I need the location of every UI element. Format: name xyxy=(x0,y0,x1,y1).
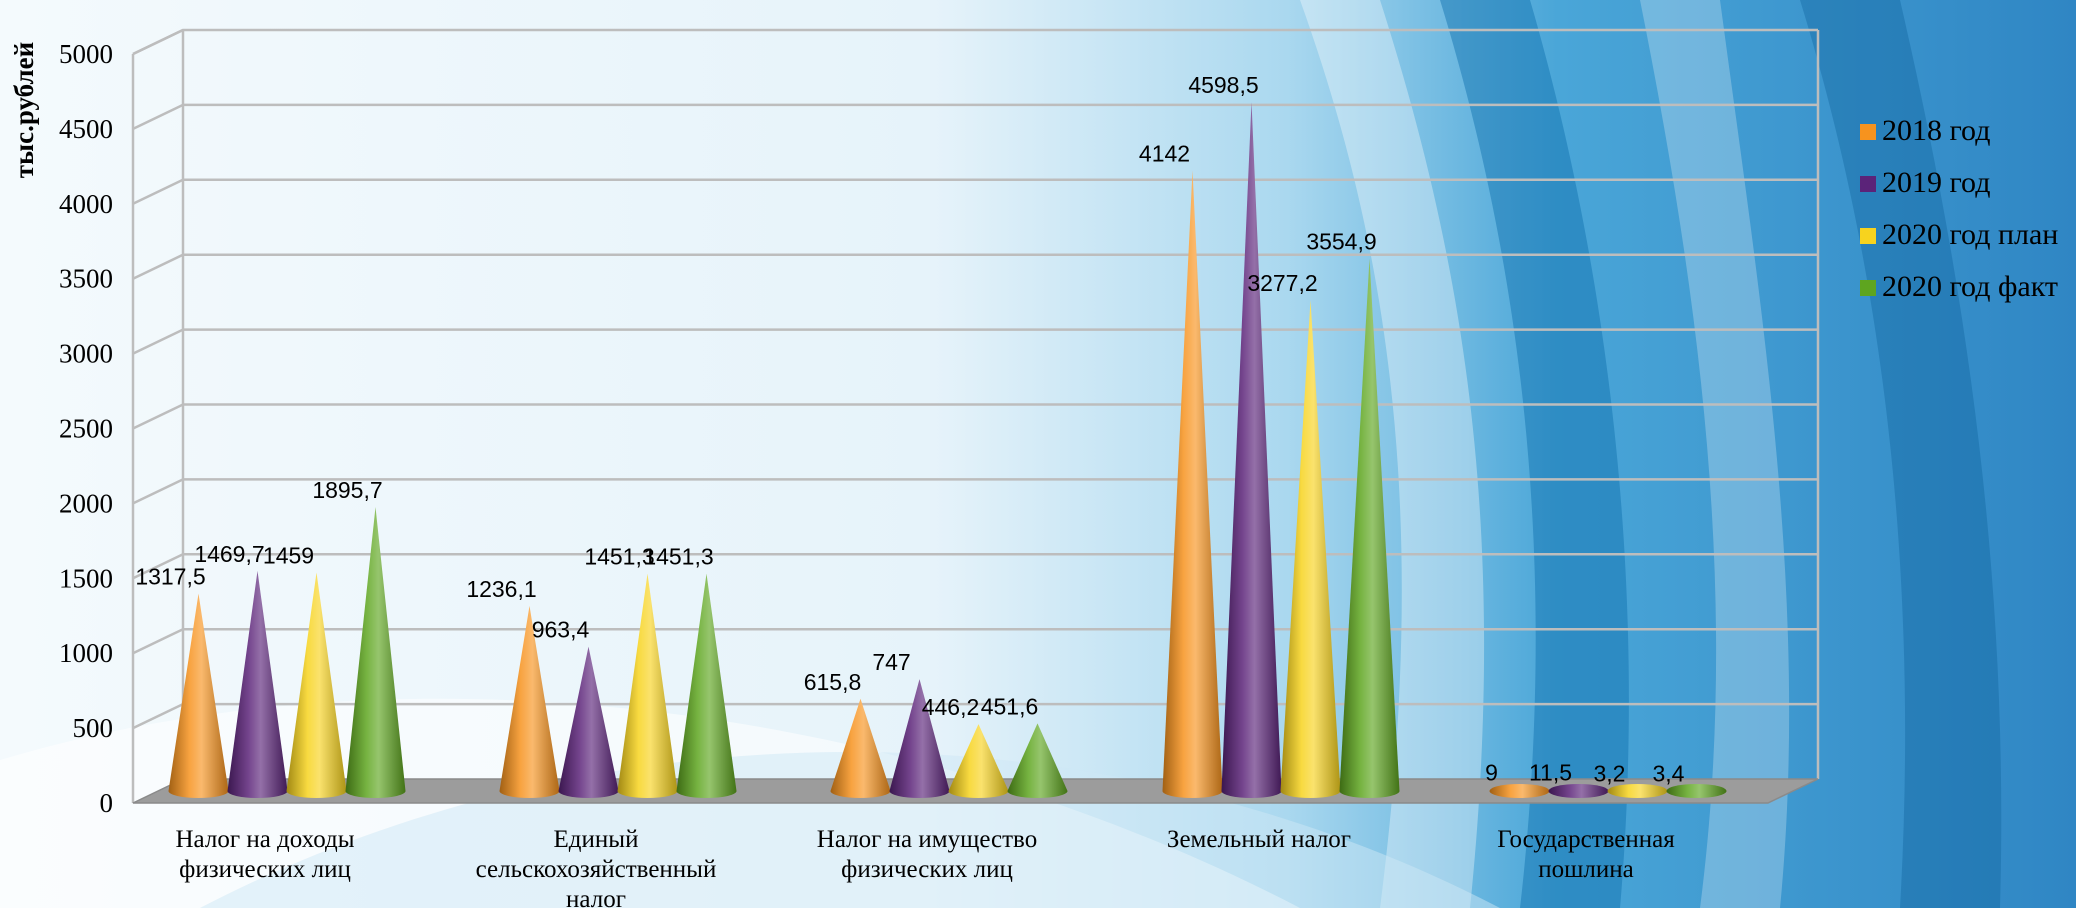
y-tick-label: 4000 xyxy=(59,189,113,219)
background-swoosh-3 xyxy=(1800,0,2002,908)
cone-mark xyxy=(345,507,406,799)
legend-entry: 2020 год план xyxy=(1882,218,2058,251)
y-axis: 0 500 1000 1500 2000 2500 3000 3500 4000 4500 5000 xyxy=(59,39,113,818)
cone-mark xyxy=(1339,258,1400,799)
background-swoosh-0 xyxy=(1300,0,1485,908)
data-label: 3554,9 xyxy=(1306,228,1376,254)
cone-mark xyxy=(558,646,619,799)
legend-entry: 2019 год xyxy=(1882,166,1990,199)
legend-entry: 2020 год факт xyxy=(1882,270,2058,303)
cone-mark xyxy=(1221,102,1282,799)
cone-mark xyxy=(1666,784,1727,798)
data-label: 1895,7 xyxy=(312,477,382,503)
data-label: 963,4 xyxy=(532,617,590,643)
data-label: 446,2 xyxy=(922,694,980,720)
data-label: 747 xyxy=(872,649,910,675)
data-label: 3,2 xyxy=(1594,761,1626,787)
legend-swatch xyxy=(1860,228,1876,244)
background-swoosh-1 xyxy=(1440,0,1629,908)
cone-mark xyxy=(227,570,288,799)
chart-data-labels: 1317,5 1236,1 615,8 4142 9 1469,7 963,4 747 4598… xyxy=(135,72,1684,786)
y-tick-label: 3500 xyxy=(59,264,113,294)
data-label: 1469,7 xyxy=(194,541,264,567)
legend-swatch xyxy=(1860,280,1876,296)
cone-mark xyxy=(1162,170,1223,799)
y-tick-label: 5000 xyxy=(59,39,113,69)
cone-mark xyxy=(286,572,347,799)
x-category-label: Земельный налог xyxy=(1167,826,1351,853)
x-axis-categories: Налог на доходы физических лиц Единый сельс… xyxy=(175,826,1675,908)
cone-mark xyxy=(1280,300,1341,799)
x-category-label: Государственная пошлина xyxy=(1497,826,1675,883)
cone-mark xyxy=(676,573,737,799)
y-tick-label: 1500 xyxy=(59,563,113,593)
cone-mark xyxy=(948,724,1009,799)
legend-swatch xyxy=(1860,124,1876,140)
cone-mark xyxy=(889,679,950,799)
cone-mark xyxy=(830,698,891,799)
data-label: 1451,3 xyxy=(584,544,654,570)
cone-mark xyxy=(1607,784,1668,798)
y-tick-label: 500 xyxy=(73,713,114,743)
y-tick-label: 4500 xyxy=(59,114,113,144)
cone-mark xyxy=(617,573,678,799)
cone-mark xyxy=(168,593,229,799)
cone-mark xyxy=(499,605,560,799)
x-category-label: Налог на имущество физических лиц xyxy=(817,826,1037,883)
data-label: 11,5 xyxy=(1529,759,1572,785)
data-label: 1451,3 xyxy=(643,544,713,570)
data-label: 1459 xyxy=(263,542,314,568)
data-label: 4598,5 xyxy=(1188,72,1258,98)
chart-cones xyxy=(168,102,1727,799)
x-category-label: Единый сельскохозяйственный налог xyxy=(476,826,717,908)
y-axis-title: тыс.рублей xyxy=(9,42,39,178)
y-tick-label: 1000 xyxy=(59,638,113,668)
legend-entry: 2018 год xyxy=(1882,114,1990,147)
data-label: 3277,2 xyxy=(1247,270,1317,296)
chart-legend: 2018 год 2019 год 2020 год план 2020 год фа… xyxy=(1860,114,2058,303)
data-label: 4142 xyxy=(1139,141,1190,167)
data-label: 451,6 xyxy=(981,693,1039,719)
cone-mark xyxy=(1489,784,1550,798)
cone-mark xyxy=(1007,723,1068,799)
y-tick-label: 2500 xyxy=(59,414,113,444)
data-label: 615,8 xyxy=(804,669,862,695)
data-label: 1317,5 xyxy=(135,564,205,590)
legend-swatch xyxy=(1860,176,1876,192)
data-label: 3,4 xyxy=(1653,760,1685,786)
x-category-label: Налог на доходы физических лиц xyxy=(175,826,354,883)
background-swoosh-2 xyxy=(1640,0,1790,908)
y-tick-label: 0 xyxy=(100,788,114,818)
data-label: 1236,1 xyxy=(466,576,536,602)
y-tick-label: 3000 xyxy=(59,339,113,369)
cone-mark xyxy=(1548,784,1609,798)
data-label: 9 xyxy=(1485,760,1498,786)
y-tick-label: 2000 xyxy=(59,488,113,518)
side-wall-top-edge xyxy=(132,28,184,56)
